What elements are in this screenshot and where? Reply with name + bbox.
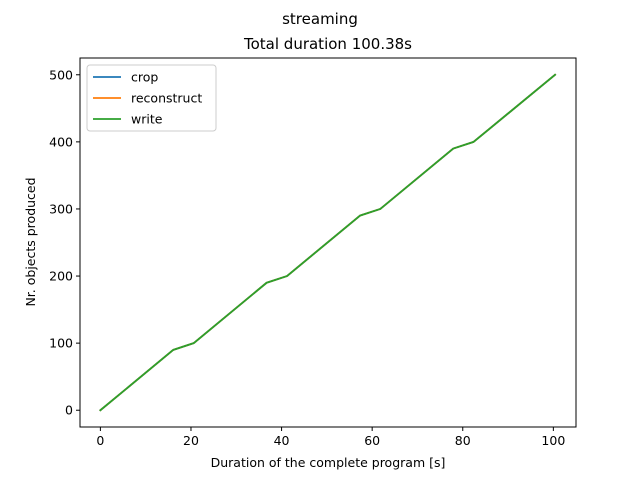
figure-suptitle: streaming bbox=[282, 10, 358, 28]
series-lines bbox=[99, 73, 557, 412]
x-tick-label: 60 bbox=[364, 433, 380, 448]
x-axis-ticks: 0 20 40 60 80 100 bbox=[96, 427, 565, 448]
y-tick-label: 100 bbox=[49, 336, 73, 351]
plot-area bbox=[79, 57, 577, 428]
y-axis-ticks: 0 100 200 300 400 500 bbox=[49, 67, 80, 418]
y-axis-label: Nr. objects produced bbox=[23, 177, 38, 306]
chart-title: Total duration 100.38s bbox=[243, 35, 412, 53]
legend-label-reconstruct: reconstruct bbox=[131, 91, 202, 106]
x-tick-label: 40 bbox=[274, 433, 290, 448]
legend-label-crop: crop bbox=[131, 70, 158, 85]
x-axis-label: Duration of the complete program [s] bbox=[211, 455, 446, 470]
x-tick-label: 100 bbox=[541, 433, 565, 448]
y-tick-label: 500 bbox=[49, 67, 73, 82]
x-tick-label: 0 bbox=[96, 433, 104, 448]
y-tick-label: 200 bbox=[49, 269, 73, 284]
x-tick-label: 80 bbox=[455, 433, 471, 448]
x-tick-label: 20 bbox=[183, 433, 199, 448]
series-line-write bbox=[99, 73, 557, 412]
y-tick-label: 0 bbox=[65, 403, 73, 418]
y-tick-label: 300 bbox=[49, 201, 73, 216]
legend-box bbox=[86, 64, 217, 132]
y-tick-label: 400 bbox=[49, 134, 73, 149]
legend: crop reconstruct write bbox=[86, 64, 217, 132]
legend-label-write: write bbox=[131, 112, 163, 127]
